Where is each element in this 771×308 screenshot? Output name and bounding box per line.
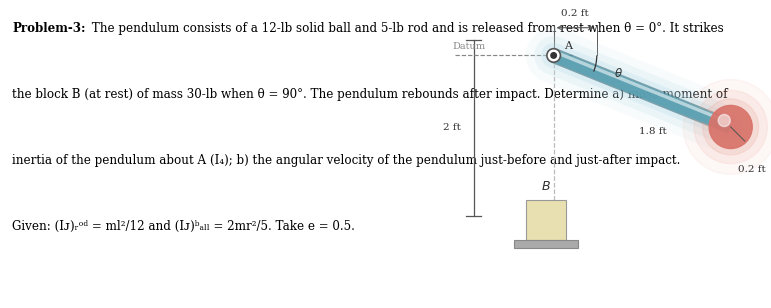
Text: inertia of the pendulum about A (I₄); b) the angular velocity of the pendulum ju: inertia of the pendulum about A (I₄); b)…	[12, 154, 681, 167]
Text: $B$: $B$	[541, 180, 550, 192]
Text: 1.8 ft: 1.8 ft	[639, 127, 667, 136]
Circle shape	[719, 115, 730, 127]
Text: A: A	[564, 41, 572, 51]
Text: 0.2 ft: 0.2 ft	[739, 165, 766, 174]
Text: 0.2 ft: 0.2 ft	[561, 10, 589, 18]
Text: Problem-3:: Problem-3:	[12, 22, 86, 34]
Text: the block ​B (at rest) of mass 30-lb when θ = 90°. The pendulum rebounds after i: the block ​B (at rest) of mass 30-lb whe…	[12, 88, 728, 101]
Text: 2 ft: 2 ft	[443, 123, 461, 132]
Circle shape	[547, 49, 561, 62]
Circle shape	[683, 79, 771, 174]
Text: Given: (Iᴊ)ᵣᵒᵈ = ml²/12 and (Iᴊ)ᵇₐₗₗ = 2mr²/5. Take e = 0.5.: Given: (Iᴊ)ᵣᵒᵈ = ml²/12 and (Iᴊ)ᵇₐₗₗ = 2…	[12, 220, 355, 233]
Text: Datum: Datum	[452, 42, 485, 51]
Bar	[526, 200, 566, 240]
Circle shape	[694, 90, 767, 164]
Circle shape	[702, 99, 759, 155]
Text: $\theta$: $\theta$	[614, 67, 623, 80]
Circle shape	[550, 53, 557, 58]
Circle shape	[709, 105, 752, 148]
Bar	[513, 240, 578, 248]
Text: The pendulum consists of a 12-lb solid ball and 5-lb rod and is released from re: The pendulum consists of a 12-lb solid b…	[88, 22, 724, 34]
